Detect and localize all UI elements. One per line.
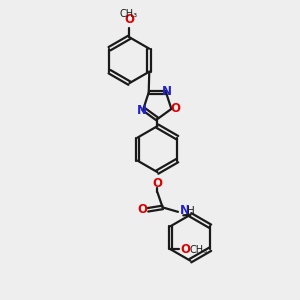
Text: O: O <box>181 243 191 256</box>
Text: O: O <box>138 203 148 216</box>
Text: N: N <box>162 85 172 98</box>
Text: CH₃: CH₃ <box>120 9 138 19</box>
Text: O: O <box>152 177 162 190</box>
Text: N: N <box>180 205 190 218</box>
Text: CH₃: CH₃ <box>190 244 208 254</box>
Text: H: H <box>187 206 195 216</box>
Text: O: O <box>171 102 181 116</box>
Text: N: N <box>137 103 147 117</box>
Text: O: O <box>124 13 134 26</box>
